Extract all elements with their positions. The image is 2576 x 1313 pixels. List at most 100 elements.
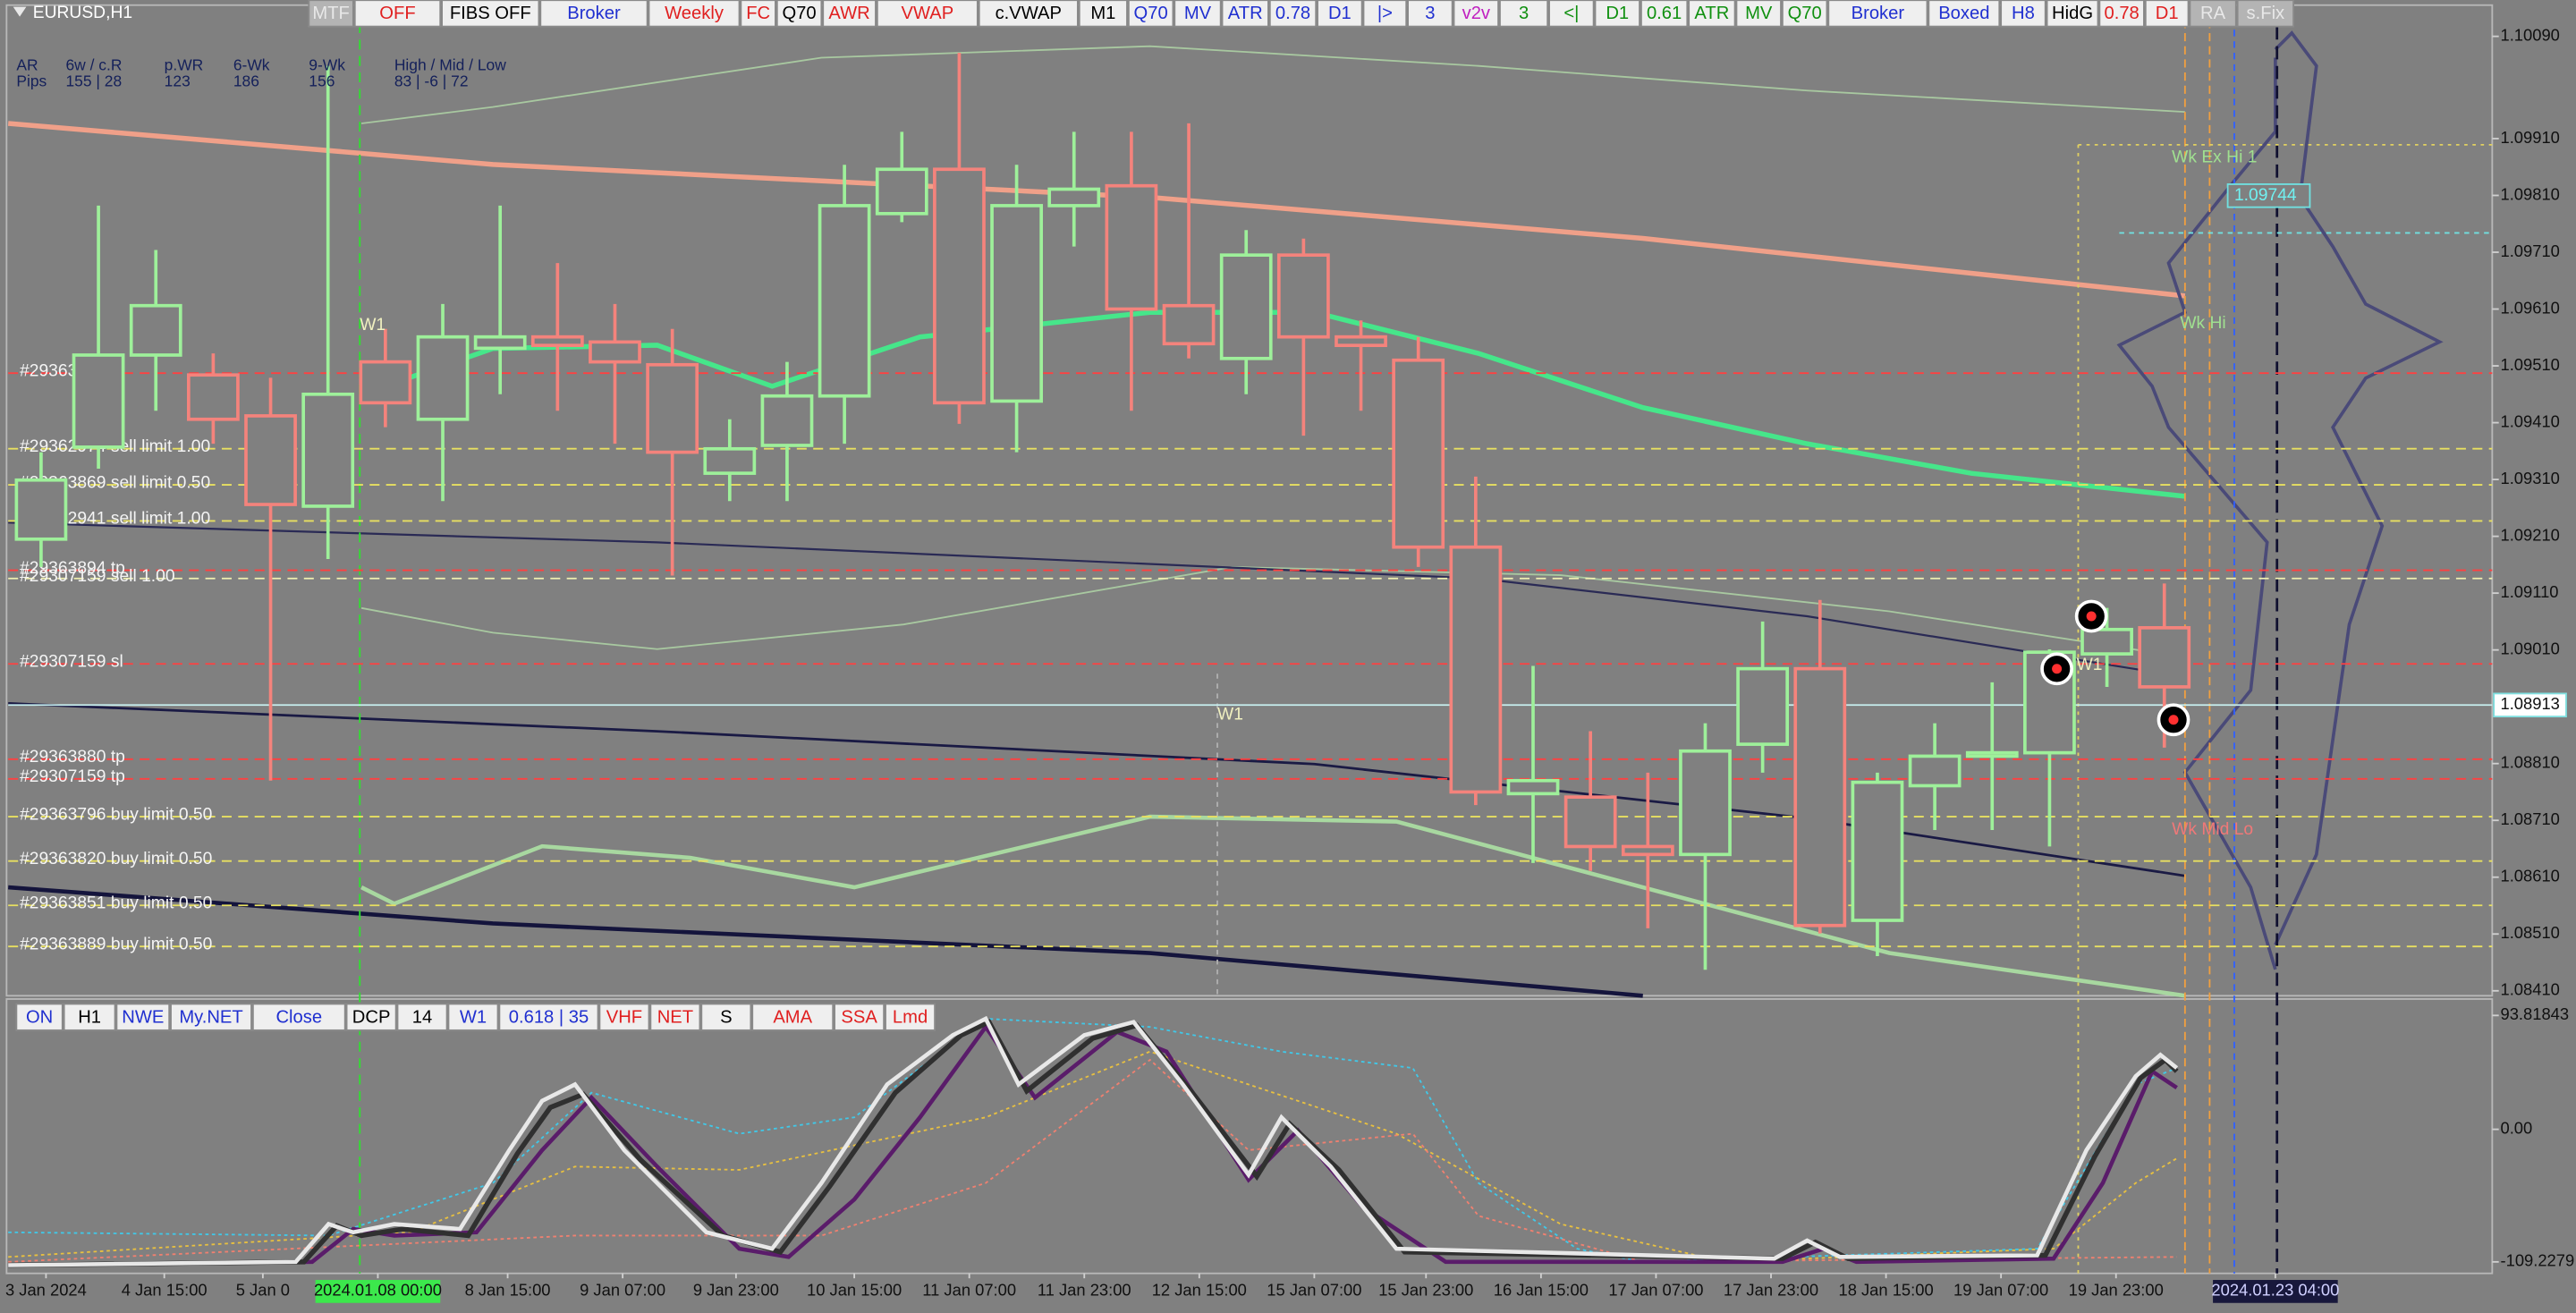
toolbar-button-label[interactable]: VWAP bbox=[901, 4, 953, 23]
toolbar-button-label[interactable]: Lmd bbox=[893, 1007, 928, 1027]
toolbar-button[interactable] bbox=[2000, 0, 2046, 28]
toolbar-button[interactable] bbox=[1548, 0, 1595, 28]
toolbar-button[interactable] bbox=[775, 0, 823, 28]
toolbar-button-label[interactable]: W1 bbox=[460, 1007, 487, 1027]
toolbar-button[interactable] bbox=[1078, 0, 1128, 28]
toolbar-button-label[interactable]: <| bbox=[1563, 4, 1579, 23]
toolbar-button-label[interactable]: Boxed bbox=[1938, 4, 1989, 23]
toolbar-button-label[interactable]: MV bbox=[1745, 4, 1773, 23]
toolbar-button-label[interactable]: 0.61 bbox=[1647, 4, 1682, 23]
toolbar-button[interactable] bbox=[1688, 0, 1736, 28]
toolbar-button-label[interactable]: M1 bbox=[1090, 4, 1115, 23]
toolbar-button-label[interactable]: ATR bbox=[1228, 4, 1263, 23]
toolbar-button-label[interactable]: 3 bbox=[1425, 4, 1435, 23]
toolbar-button[interactable] bbox=[876, 0, 979, 28]
toolbar-button[interactable] bbox=[2046, 0, 2099, 28]
toolbar-button-label[interactable]: D1 bbox=[2156, 4, 2179, 23]
toolbar-button-label[interactable]: NWE bbox=[122, 1007, 164, 1027]
toolbar-button-label[interactable]: 0.618 | 35 bbox=[509, 1007, 589, 1027]
toolbar-button[interactable] bbox=[2189, 0, 2237, 28]
toolbar-button[interactable] bbox=[1594, 0, 1640, 28]
toolbar-button-label[interactable]: s.Fix bbox=[2247, 4, 2285, 23]
toolbar-button-label[interactable]: Broker bbox=[567, 4, 621, 23]
toolbar-button[interactable] bbox=[1735, 0, 1782, 28]
toolbar-button-label[interactable]: MTF bbox=[312, 4, 349, 23]
toolbar-button[interactable] bbox=[822, 0, 877, 28]
toolbar-button-label[interactable]: Q70 bbox=[1788, 4, 1822, 23]
toolbar-button[interactable] bbox=[1221, 0, 1269, 28]
toolbar-button-label[interactable]: Close bbox=[275, 1007, 322, 1027]
toolbar-button-label[interactable]: Q70 bbox=[782, 4, 816, 23]
toolbar-button-label[interactable]: SSA bbox=[841, 1007, 877, 1027]
toolbar-button-label[interactable]: H1 bbox=[78, 1007, 101, 1027]
toolbar-button-label[interactable]: H8 bbox=[2012, 4, 2035, 23]
toolbar-button[interactable] bbox=[539, 0, 648, 28]
toolbar-button-label[interactable]: MV bbox=[1184, 4, 1212, 23]
toolbar-button-label[interactable]: Broker bbox=[1852, 4, 1905, 23]
toolbar-button-label[interactable]: D1 bbox=[1606, 4, 1629, 23]
toolbar-button[interactable] bbox=[648, 0, 741, 28]
toolbar-button[interactable] bbox=[1499, 0, 1549, 28]
toolbar-button-label[interactable]: NET bbox=[657, 1007, 693, 1027]
toolbar-button-label[interactable]: v2v bbox=[1462, 4, 1491, 23]
toolbar-button[interactable] bbox=[885, 1003, 936, 1031]
toolbar-button-label[interactable]: Weekly bbox=[665, 4, 724, 23]
toolbar-button-label[interactable]: DCP bbox=[352, 1007, 391, 1027]
toolbar-button-label[interactable]: Q70 bbox=[1134, 4, 1168, 23]
toolbar-button[interactable] bbox=[353, 0, 442, 28]
toolbar-button-label[interactable]: OFF bbox=[379, 4, 415, 23]
toolbar-button[interactable] bbox=[345, 1003, 397, 1031]
toolbar-button[interactable] bbox=[751, 1003, 835, 1031]
toolbar-button[interactable] bbox=[598, 1003, 650, 1031]
toolbar-button[interactable] bbox=[441, 0, 540, 28]
toolbar-button-label[interactable]: S bbox=[720, 1007, 732, 1027]
toolbar-button[interactable] bbox=[308, 0, 354, 28]
toolbar-button[interactable] bbox=[170, 1003, 252, 1031]
toolbar-button-label[interactable]: ON bbox=[26, 1007, 53, 1027]
toolbar-button-label[interactable]: My.NET bbox=[179, 1007, 242, 1027]
toolbar-button-label[interactable]: 14 bbox=[412, 1007, 432, 1027]
toolbar-button[interactable] bbox=[1174, 0, 1222, 28]
toolbar-button[interactable] bbox=[1827, 0, 1928, 28]
toolbar-button[interactable] bbox=[1268, 0, 1318, 28]
toolbar-button[interactable] bbox=[1127, 0, 1174, 28]
toolbar-button[interactable] bbox=[649, 1003, 701, 1031]
candle-body bbox=[646, 362, 699, 454]
toolbar-button[interactable] bbox=[834, 1003, 886, 1031]
toolbar-button-label[interactable]: c.VWAP bbox=[996, 4, 1062, 23]
toolbar-button[interactable] bbox=[396, 1003, 448, 1031]
toolbar-button-label[interactable]: 3 bbox=[1519, 4, 1529, 23]
toolbar-button[interactable] bbox=[1362, 0, 1408, 28]
toolbar-button-label[interactable]: AWR bbox=[828, 4, 869, 23]
toolbar-button[interactable] bbox=[1781, 0, 1828, 28]
info-value: 156 bbox=[309, 72, 335, 90]
toolbar-button[interactable] bbox=[2144, 0, 2190, 28]
toolbar-button[interactable] bbox=[1453, 0, 1500, 28]
toolbar-button-label[interactable]: |> bbox=[1377, 4, 1393, 23]
toolbar-button[interactable] bbox=[2236, 0, 2294, 28]
toolbar-button-label[interactable]: RA bbox=[2200, 4, 2226, 23]
toolbar-button-label[interactable]: ATR bbox=[1694, 4, 1729, 23]
toolbar-button[interactable] bbox=[498, 1003, 599, 1031]
toolbar-button-label[interactable]: 0.78 bbox=[2104, 4, 2139, 23]
toolbar-button-label[interactable]: D1 bbox=[1328, 4, 1352, 23]
toolbar-button-label[interactable]: HidG bbox=[2052, 4, 2093, 23]
toolbar-button[interactable] bbox=[1928, 0, 2001, 28]
toolbar-button[interactable] bbox=[978, 0, 1079, 28]
toolbar-button[interactable] bbox=[2098, 0, 2145, 28]
toolbar-button[interactable] bbox=[251, 1003, 346, 1031]
toolbar-button[interactable] bbox=[63, 1003, 116, 1031]
toolbar-button-label[interactable]: AMA bbox=[773, 1007, 812, 1027]
toolbar-button-label[interactable]: VHF bbox=[606, 1007, 642, 1027]
toolbar-button[interactable] bbox=[1407, 0, 1453, 28]
toolbar-button[interactable] bbox=[115, 1003, 171, 1031]
toolbar-button[interactable] bbox=[15, 1003, 64, 1031]
toolbar-button[interactable] bbox=[740, 0, 776, 28]
toolbar-button[interactable] bbox=[1317, 0, 1363, 28]
toolbar-button[interactable] bbox=[700, 1003, 752, 1031]
toolbar-button[interactable] bbox=[1640, 0, 1689, 28]
toolbar-button-label[interactable]: FC bbox=[746, 4, 770, 23]
toolbar-button-label[interactable]: 0.78 bbox=[1275, 4, 1310, 23]
toolbar-button[interactable] bbox=[447, 1003, 499, 1031]
toolbar-button-label[interactable]: FIBS OFF bbox=[450, 4, 531, 23]
